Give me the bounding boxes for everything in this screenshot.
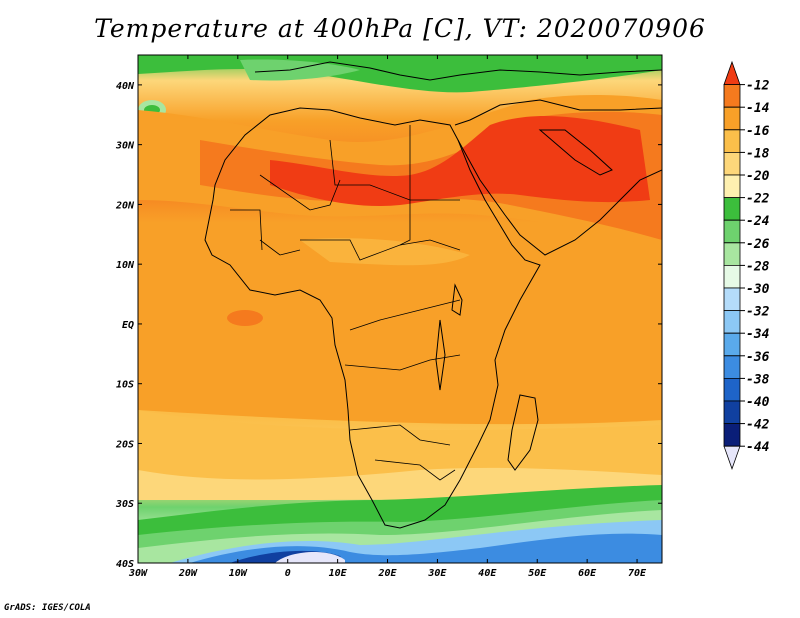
colorbar-swatch: [723, 445, 741, 470]
colorbar-label: -26: [746, 237, 770, 252]
colorbar-swatch: [723, 84, 741, 108]
colorbar-label: -38: [746, 372, 770, 387]
grads-credit: GrADS: IGES/COLA: [4, 603, 91, 613]
map-frame: [137, 54, 663, 564]
colorbar: -12 -14 -16 -18 -20 -22 -24 -26 -28 -30 -32 -34 -36 -…: [723, 60, 770, 470]
colorbar-swatch: [723, 355, 741, 379]
lat-tick-label: 40N: [116, 81, 135, 92]
temperature-field: [138, 55, 662, 563]
lon-tick-label: 10W: [229, 568, 248, 579]
colorbar-swatch: [723, 197, 741, 221]
lon-tick-label: 50E: [528, 568, 547, 579]
colorbar-label: -20: [746, 169, 770, 184]
country-borders: [230, 125, 461, 481]
lon-tick-label: 10E: [329, 568, 348, 579]
colorbar-label: -40: [746, 395, 770, 410]
lat-tick-label: 20N: [115, 200, 135, 211]
lat-tick-label: 30S: [115, 499, 134, 510]
colorbar-label: -44: [746, 440, 770, 455]
colorbar-label: -32: [746, 305, 770, 320]
colorbar-label: -18: [746, 146, 770, 161]
colorbar-label: -30: [746, 282, 770, 297]
lon-tick-label: 60E: [578, 568, 597, 579]
lat-tick-label: 10N: [116, 260, 135, 271]
lon-tick-label: 0: [285, 568, 291, 579]
lon-tick-label: 20W: [178, 568, 198, 579]
map-title: Temperature at 400hPa [C], VT: 202007090…: [94, 14, 706, 43]
colorbar-swatch: [723, 242, 741, 266]
colorbar-label: -14: [746, 101, 770, 116]
lat-tick-label: 40S: [116, 559, 134, 570]
colorbar-label: -22: [746, 192, 770, 207]
lat-tick-label: 30N: [115, 141, 135, 152]
lat-tick-label: 20S: [115, 439, 134, 450]
colorbar-swatch: [723, 423, 741, 447]
colorbar-label: -34: [746, 327, 770, 342]
lat-tick-label: 10S: [116, 380, 134, 391]
axis-ticks: 30W 20W 10W 0 10E 20E 30E 40E 50E 60E 70E 40N 30N 20N…: [115, 55, 662, 579]
colorbar-swatch: [723, 378, 741, 402]
colorbar-swatch: [723, 332, 741, 357]
lon-tick-label: 30E: [427, 568, 447, 579]
lon-tick-label: 20E: [377, 568, 397, 579]
lon-tick-label: 30W: [128, 568, 148, 579]
lon-tick-label: 40E: [478, 568, 497, 579]
coastlines: [204, 61, 662, 529]
colorbar-label: -36: [746, 350, 770, 365]
colorbar-swatch: [723, 129, 741, 153]
colorbar-swatch: [723, 219, 741, 244]
colorbar-label: -16: [746, 124, 770, 139]
colorbar-swatch: [723, 265, 741, 289]
colorbar-label: -24: [746, 214, 770, 229]
colorbar-swatch: [723, 60, 741, 85]
lon-tick-label: 70E: [628, 568, 647, 579]
colorbar-swatch: [723, 310, 741, 334]
colorbar-swatch: [723, 152, 741, 176]
colorbar-label: -28: [746, 259, 770, 274]
lat-tick-label: EQ: [122, 320, 134, 331]
colorbar-swatch: [723, 400, 741, 424]
colorbar-label: -12: [746, 79, 770, 94]
colorbar-swatch: [723, 106, 741, 131]
colorbar-label: -42: [746, 418, 770, 433]
colorbar-swatch: [723, 287, 741, 311]
colorbar-swatch: [723, 174, 741, 198]
